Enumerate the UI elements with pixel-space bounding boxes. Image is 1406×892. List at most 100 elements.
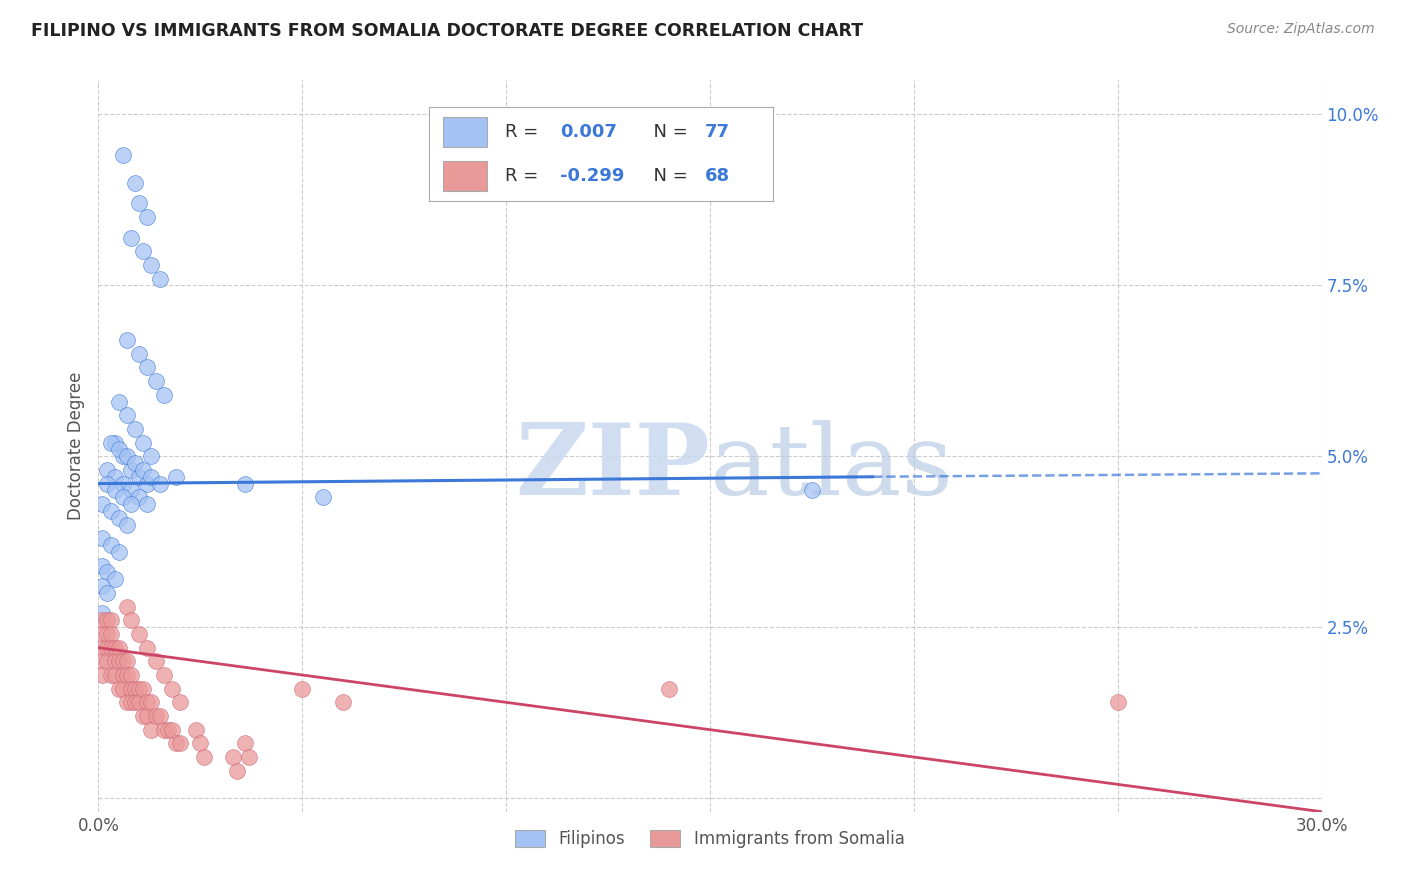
Point <box>100 613 122 627</box>
Point <box>128 490 150 504</box>
Y-axis label: Doctorate Degree: Doctorate Degree <box>66 372 84 520</box>
Point <box>104 483 127 498</box>
Point <box>124 695 146 709</box>
Point <box>124 176 146 190</box>
Point <box>132 709 155 723</box>
Text: N =: N = <box>643 168 695 186</box>
Point <box>291 681 314 696</box>
Point <box>120 613 142 627</box>
Point <box>100 504 122 518</box>
Point <box>100 640 122 655</box>
Point <box>136 497 159 511</box>
Point <box>1107 695 1129 709</box>
Point <box>160 681 183 696</box>
Point <box>186 723 208 737</box>
Point <box>91 579 114 593</box>
Point <box>128 627 150 641</box>
Point <box>96 613 118 627</box>
Point <box>91 558 114 573</box>
Point <box>141 258 163 272</box>
Point <box>165 469 187 483</box>
Point <box>91 613 114 627</box>
Point <box>132 244 155 259</box>
Point <box>108 394 131 409</box>
Point <box>96 654 118 668</box>
Point <box>120 668 142 682</box>
Point <box>332 695 354 709</box>
Point <box>111 449 134 463</box>
Point <box>128 347 150 361</box>
Point <box>91 531 114 545</box>
Point <box>120 230 142 244</box>
Point <box>120 681 142 696</box>
Point <box>141 695 163 709</box>
Point <box>108 681 131 696</box>
Point <box>136 709 159 723</box>
Point <box>115 409 138 423</box>
Point <box>91 654 114 668</box>
Point <box>108 510 131 524</box>
Point <box>128 196 150 211</box>
Point <box>120 483 142 498</box>
Point <box>104 668 127 682</box>
Point <box>111 476 134 491</box>
Point <box>120 695 142 709</box>
Point <box>124 422 146 436</box>
Point <box>658 681 681 696</box>
Point <box>136 695 159 709</box>
Point <box>124 456 146 470</box>
Point <box>145 374 167 388</box>
Point <box>96 586 118 600</box>
Text: 77: 77 <box>704 123 730 141</box>
Point <box>91 668 114 682</box>
Text: Source: ZipAtlas.com: Source: ZipAtlas.com <box>1227 22 1375 37</box>
Point <box>141 449 163 463</box>
Text: -0.299: -0.299 <box>560 168 624 186</box>
Point <box>104 654 127 668</box>
Point <box>152 668 174 682</box>
Text: R =: R = <box>505 168 544 186</box>
Point <box>120 497 142 511</box>
Point <box>120 463 142 477</box>
Point <box>111 668 134 682</box>
Point <box>115 668 138 682</box>
Point <box>115 449 138 463</box>
Point <box>111 148 134 162</box>
Point <box>100 668 122 682</box>
Point <box>136 476 159 491</box>
Point <box>111 654 134 668</box>
Point <box>128 695 150 709</box>
Text: FILIPINO VS IMMIGRANTS FROM SOMALIA DOCTORATE DEGREE CORRELATION CHART: FILIPINO VS IMMIGRANTS FROM SOMALIA DOCT… <box>31 22 863 40</box>
Text: R =: R = <box>505 123 544 141</box>
Point <box>312 490 335 504</box>
Point <box>104 469 127 483</box>
Point <box>222 750 245 764</box>
Point <box>115 517 138 532</box>
Point <box>111 490 134 504</box>
Point <box>100 538 122 552</box>
Point <box>169 736 191 750</box>
Point <box>132 463 155 477</box>
Point <box>149 476 172 491</box>
Text: atlas: atlas <box>710 420 953 516</box>
Point <box>169 695 191 709</box>
Point <box>136 640 159 655</box>
Point <box>91 640 114 655</box>
Point <box>128 469 150 483</box>
Point <box>96 463 118 477</box>
Point <box>128 681 150 696</box>
Point <box>141 469 163 483</box>
Point <box>136 210 159 224</box>
Point <box>136 360 159 375</box>
Point <box>238 750 260 764</box>
Point <box>165 736 187 750</box>
FancyBboxPatch shape <box>443 118 488 147</box>
Point <box>145 654 167 668</box>
Point <box>96 566 118 580</box>
Text: 68: 68 <box>704 168 730 186</box>
Point <box>160 723 183 737</box>
Point <box>152 388 174 402</box>
Point <box>108 545 131 559</box>
Point <box>100 435 122 450</box>
Point <box>100 627 122 641</box>
